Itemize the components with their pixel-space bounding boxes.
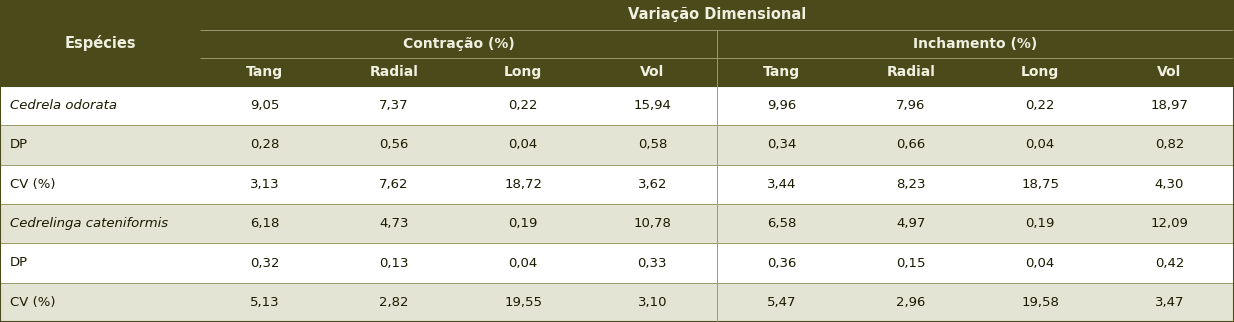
Text: Cedrela odorata: Cedrela odorata xyxy=(10,99,117,112)
Text: 3,10: 3,10 xyxy=(638,296,668,309)
Text: DP: DP xyxy=(10,257,28,270)
Bar xyxy=(459,58,587,86)
Text: 3,44: 3,44 xyxy=(768,178,796,191)
Text: 7,37: 7,37 xyxy=(379,99,408,112)
Text: 4,30: 4,30 xyxy=(1155,178,1185,191)
Text: 5,13: 5,13 xyxy=(249,296,279,309)
Text: Radial: Radial xyxy=(369,65,418,79)
Text: 0,15: 0,15 xyxy=(896,257,926,270)
Bar xyxy=(0,58,200,86)
Bar xyxy=(587,58,717,86)
Bar xyxy=(1104,58,1234,86)
Text: 7,62: 7,62 xyxy=(379,178,408,191)
Text: 15,94: 15,94 xyxy=(633,99,671,112)
Text: Contração (%): Contração (%) xyxy=(402,37,515,51)
Text: 0,58: 0,58 xyxy=(638,138,668,151)
Text: 19,58: 19,58 xyxy=(1022,296,1059,309)
Text: 0,56: 0,56 xyxy=(379,138,408,151)
Text: 4,73: 4,73 xyxy=(379,217,408,230)
Text: 6,58: 6,58 xyxy=(768,217,796,230)
Text: 2,96: 2,96 xyxy=(896,296,926,309)
Text: 0,34: 0,34 xyxy=(768,138,796,151)
Text: 12,09: 12,09 xyxy=(1150,217,1188,230)
Text: Cedrelinga cateniformis: Cedrelinga cateniformis xyxy=(10,217,168,230)
Text: 0,36: 0,36 xyxy=(768,257,796,270)
Text: Espécies: Espécies xyxy=(64,35,136,51)
Text: 2,82: 2,82 xyxy=(379,296,408,309)
Text: CV (%): CV (%) xyxy=(10,296,56,309)
Text: 0,04: 0,04 xyxy=(508,257,538,270)
Text: 0,04: 0,04 xyxy=(508,138,538,151)
Bar xyxy=(976,58,1104,86)
Text: Vol: Vol xyxy=(1157,65,1181,79)
Text: 0,22: 0,22 xyxy=(508,99,538,112)
Text: 6,18: 6,18 xyxy=(251,217,279,230)
Text: 5,47: 5,47 xyxy=(766,296,796,309)
Text: Long: Long xyxy=(503,65,542,79)
Text: 0,32: 0,32 xyxy=(249,257,279,270)
Text: Radial: Radial xyxy=(886,65,935,79)
Text: CV (%): CV (%) xyxy=(10,178,56,191)
Text: 0,66: 0,66 xyxy=(896,138,926,151)
Text: Tang: Tang xyxy=(763,65,800,79)
Text: 3,62: 3,62 xyxy=(638,178,668,191)
Text: 9,05: 9,05 xyxy=(251,99,279,112)
Text: 7,96: 7,96 xyxy=(896,99,926,112)
Text: 8,23: 8,23 xyxy=(896,178,926,191)
Text: 18,75: 18,75 xyxy=(1021,178,1059,191)
Text: 10,78: 10,78 xyxy=(633,217,671,230)
Text: 0,04: 0,04 xyxy=(1025,138,1055,151)
Text: 0,19: 0,19 xyxy=(508,217,538,230)
Text: 0,42: 0,42 xyxy=(1155,257,1185,270)
Bar xyxy=(200,58,329,86)
Bar xyxy=(329,58,459,86)
Text: 3,13: 3,13 xyxy=(249,178,279,191)
Text: Vol: Vol xyxy=(640,65,664,79)
Text: Tang: Tang xyxy=(246,65,283,79)
Bar xyxy=(0,0,1234,30)
Text: 18,97: 18,97 xyxy=(1150,99,1188,112)
Text: 0,13: 0,13 xyxy=(379,257,408,270)
Bar xyxy=(717,58,847,86)
Text: 0,33: 0,33 xyxy=(638,257,668,270)
Text: 18,72: 18,72 xyxy=(505,178,542,191)
Text: 19,55: 19,55 xyxy=(505,296,542,309)
Text: DP: DP xyxy=(10,138,28,151)
Text: 4,97: 4,97 xyxy=(896,217,926,230)
Text: Inchamento (%): Inchamento (%) xyxy=(913,37,1038,51)
Bar xyxy=(200,30,717,58)
Text: 0,04: 0,04 xyxy=(1025,257,1055,270)
Bar xyxy=(0,30,200,58)
Text: 9,96: 9,96 xyxy=(768,99,796,112)
Text: 0,82: 0,82 xyxy=(1155,138,1185,151)
Text: 0,19: 0,19 xyxy=(1025,217,1055,230)
Text: 3,47: 3,47 xyxy=(1155,296,1185,309)
Bar xyxy=(717,30,1234,58)
Text: 0,22: 0,22 xyxy=(1025,99,1055,112)
Text: Long: Long xyxy=(1021,65,1059,79)
Text: Variação Dimensional: Variação Dimensional xyxy=(628,7,806,23)
Bar xyxy=(847,58,976,86)
Text: 0,28: 0,28 xyxy=(251,138,279,151)
